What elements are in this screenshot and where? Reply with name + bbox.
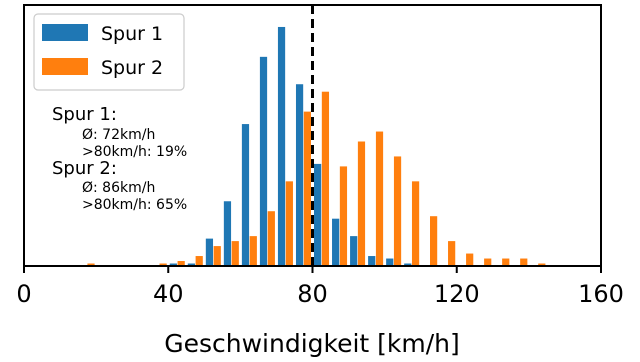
bars-group (87, 26, 546, 267)
bar-spur-1-52.5 (205, 238, 214, 266)
bar-spur-2-142.5 (538, 263, 546, 266)
annotation-spur-2-over: >80km/h: 65% (82, 197, 187, 213)
bar-spur-2-82.5 (321, 91, 330, 266)
bar-spur-2-132.5 (502, 258, 510, 266)
bar-spur-2-87.5 (339, 166, 348, 266)
bar-spur-2-57.5 (231, 241, 239, 266)
legend-label-spur-1: Spur 1 (101, 23, 163, 45)
bar-spur-2-37.5 (159, 263, 167, 266)
annotation-spur-1-over: >80km/h: 19% (82, 144, 187, 160)
annotation-spur-2-title: Spur 2: (52, 158, 117, 179)
bar-spur-2-47.5 (195, 256, 203, 266)
x-tick-label-120: 120 (434, 280, 480, 308)
bar-spur-1-67.5 (259, 56, 268, 267)
bar-spur-2-67.5 (267, 211, 275, 266)
x-tick-label-0: 0 (16, 280, 31, 308)
bar-spur-2-97.5 (375, 131, 384, 266)
bar-spur-1-62.5 (241, 124, 250, 266)
x-tick-label-160: 160 (578, 280, 624, 308)
bar-spur-2-17.5 (87, 263, 95, 266)
bar-spur-2-122.5 (466, 253, 474, 266)
stats-annotation: Spur 1: Ø: 72km/h >80km/h: 19% Spur 2: Ø… (52, 104, 187, 213)
bar-spur-1-102.5 (386, 258, 394, 266)
legend-label-spur-2: Spur 2 (101, 57, 163, 79)
bar-spur-2-72.5 (285, 181, 293, 266)
bar-spur-2-77.5 (303, 111, 311, 267)
legend: Spur 1 Spur 2 (33, 13, 185, 91)
bar-spur-2-127.5 (484, 258, 492, 266)
bar-spur-2-137.5 (520, 258, 528, 266)
bar-spur-1-87.5 (332, 218, 340, 266)
bar-spur-2-107.5 (411, 181, 420, 266)
bar-spur-1-92.5 (350, 236, 358, 266)
bar-spur-1-57.5 (223, 201, 232, 266)
bar-spur-2-102.5 (393, 156, 402, 266)
annotation-spur-1-mean: Ø: 72km/h (82, 127, 155, 143)
x-ticks-group: 0 40 80 120 160 (16, 266, 624, 308)
legend-swatch-spur-2 (42, 58, 88, 75)
bar-spur-2-117.5 (448, 241, 456, 266)
bar-spur-2-112.5 (430, 216, 438, 266)
bar-spur-2-92.5 (357, 141, 366, 266)
bar-spur-1-97.5 (368, 256, 376, 266)
annotation-spur-2-mean: Ø: 86km/h (82, 180, 155, 196)
x-tick-label-80: 80 (297, 280, 328, 308)
x-tick-label-40: 40 (153, 280, 184, 308)
bar-spur-1-107.5 (404, 263, 412, 266)
bar-spur-1-42.5 (169, 263, 177, 266)
bar-spur-1-82.5 (314, 163, 322, 266)
x-axis-title: Geschwindigkeit [km/h] (164, 329, 460, 358)
bar-spur-2-52.5 (213, 246, 221, 266)
bar-spur-1-72.5 (277, 26, 286, 267)
bar-spur-1-47.5 (187, 263, 195, 266)
bar-spur-1-77.5 (295, 84, 304, 266)
bar-spur-2-42.5 (177, 261, 185, 266)
legend-swatch-spur-1 (42, 24, 88, 41)
annotation-spur-1-title: Spur 1: (52, 104, 117, 125)
bar-spur-2-62.5 (249, 236, 257, 266)
